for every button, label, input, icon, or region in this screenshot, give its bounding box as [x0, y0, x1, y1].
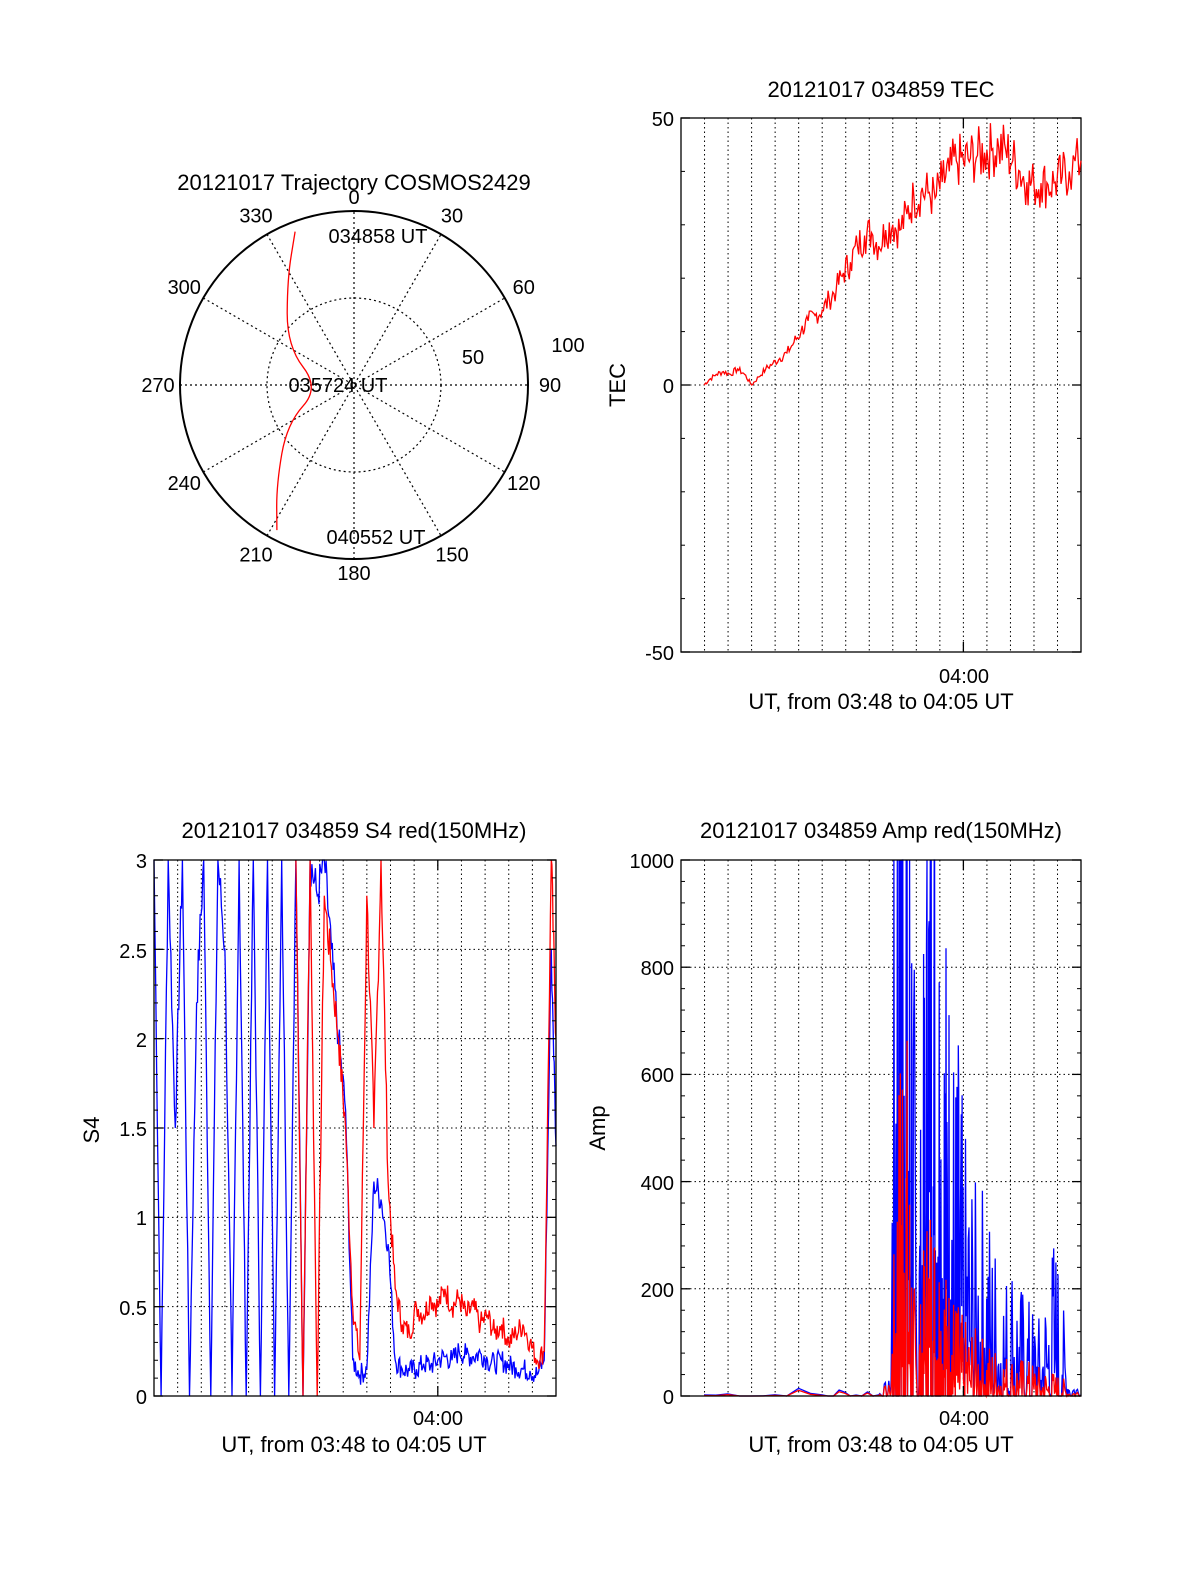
tec-ytick-0: 0	[663, 376, 674, 398]
tec-xlabel: UT, from 03:48 to 04:05 UT	[748, 689, 1013, 714]
amp-xtick-0400: 04:00	[939, 1408, 989, 1430]
polar-end-label: 040552 UT	[327, 527, 426, 549]
tec-title: 20121017 034859 TEC	[767, 77, 994, 102]
amp-series-blue	[703, 859, 1082, 1398]
s4-series-red	[295, 859, 557, 1397]
tec-series-line	[703, 123, 1082, 386]
amp-ticks	[681, 859, 1081, 1397]
polar-azimuth-label: 30	[441, 205, 463, 227]
s4-ytick-0-5: 0.5	[119, 1298, 147, 1320]
polar-azimuth-label: 180	[337, 563, 370, 585]
polar-start-label: 034858 UT	[329, 226, 428, 248]
amp-plot-frame	[680, 859, 1082, 1397]
polar-azimuth-label: 150	[435, 545, 468, 567]
polar-spoke	[266, 234, 442, 536]
s4-ylabel: S4	[79, 1117, 104, 1144]
amp-title: 20121017 034859 Amp red(150MHz)	[700, 818, 1062, 843]
amp-ytick-0: 0	[663, 1387, 674, 1409]
polar-azimuth-label: 240	[168, 473, 201, 495]
s4-ytick-3: 3	[136, 851, 147, 873]
s4-series-blue	[153, 859, 557, 1397]
s4-ytick-0: 0	[136, 1387, 147, 1409]
s4-grid	[154, 860, 556, 1396]
polar-azimuth-label: 120	[507, 473, 540, 495]
polar-azimuth-label: 210	[239, 545, 272, 567]
tec-ytick-50: 50	[652, 109, 674, 131]
polar-azimuth-label: 60	[513, 277, 535, 299]
polar-spoke	[266, 234, 442, 536]
amp-panel: 20121017 034859 Amp red(150MHz) 1000 800…	[585, 818, 1082, 1457]
s4-panel: 20121017 034859 S4 red(150MHz) 3 2.5 2 1…	[79, 818, 557, 1457]
amp-ytick-400: 400	[641, 1173, 674, 1195]
polar-mid-label: 035724 UT	[289, 375, 388, 397]
amp-xlabel: UT, from 03:48 to 04:05 UT	[748, 1432, 1013, 1457]
polar-azimuth-label: 90	[539, 375, 561, 397]
s4-ytick-2: 2	[136, 1030, 147, 1052]
s4-title: 20121017 034859 S4 red(150MHz)	[182, 818, 527, 843]
polar-radial-label-50: 50	[462, 347, 484, 369]
tec-xtick-0400: 04:00	[939, 666, 989, 688]
s4-series-group	[153, 859, 557, 1397]
amp-ytick-200: 200	[641, 1280, 674, 1302]
tec-ticks	[681, 117, 1081, 653]
tec-panel: 20121017 034859 TEC 50 0 -50 04:00 UT, f…	[605, 77, 1082, 714]
s4-ytick-1-5: 1.5	[119, 1119, 147, 1141]
polar-panel: 20121017 Trajectory COSMOS2429 0 30 60 90 12…	[141, 170, 584, 585]
polar-azimuth-labels: 0 30 60 90 120 150 180 210 240 270 300 330	[141, 187, 561, 585]
polar-trajectory-line	[276, 231, 312, 531]
polar-azimuth-label: 300	[168, 277, 201, 299]
s4-ytick-1: 1	[136, 1208, 147, 1230]
polar-azimuth-label: 330	[239, 205, 272, 227]
polar-outer-ring	[179, 210, 529, 560]
amp-series-group	[703, 859, 1082, 1399]
polar-title: 20121017 Trajectory COSMOS2429	[177, 170, 530, 195]
amp-ytick-600: 600	[641, 1065, 674, 1087]
polar-spoke	[203, 297, 505, 473]
s4-ticks	[154, 859, 556, 1397]
polar-azimuth-label: 270	[141, 375, 174, 397]
amp-ytick-800: 800	[641, 958, 674, 980]
polar-radial-label-100: 100	[551, 335, 584, 357]
polar-azimuth-label: 0	[348, 187, 359, 209]
tec-ytick-neg50: -50	[645, 643, 674, 665]
tec-grid	[681, 118, 1081, 652]
polar-grid	[180, 211, 528, 559]
s4-xlabel: UT, from 03:48 to 04:05 UT	[221, 1432, 486, 1457]
polar-spoke	[203, 297, 505, 473]
s4-ytick-2-5: 2.5	[119, 941, 147, 963]
amp-series-red	[703, 1040, 1082, 1399]
amp-ylabel: Amp	[585, 1105, 610, 1150]
amp-ytick-1000: 1000	[630, 851, 675, 873]
tec-ylabel: TEC	[605, 363, 630, 407]
s4-xtick-0400: 04:00	[413, 1408, 463, 1430]
